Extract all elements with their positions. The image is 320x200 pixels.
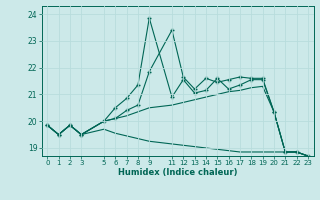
X-axis label: Humidex (Indice chaleur): Humidex (Indice chaleur) (118, 168, 237, 177)
